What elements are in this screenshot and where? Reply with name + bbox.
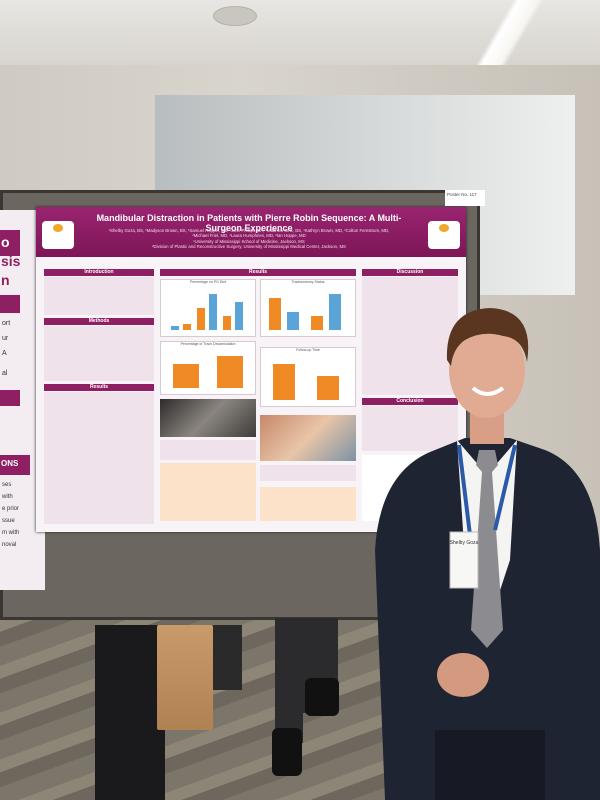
left-poster-text: ssue [2,518,15,524]
poster-header: Mandibular Distraction in Patients with … [36,207,466,257]
left-poster-text: m with [2,530,20,536]
figure-caption [160,440,256,460]
patient-photo [260,415,356,461]
chart-bar [273,364,295,400]
chart-bar [173,364,199,388]
left-poster-text: sis [1,253,21,269]
results-body [44,392,154,524]
chart-bar [235,302,243,330]
chart-bar [209,294,217,330]
poster-number-sign: Poster No. 117 [445,190,485,206]
chart-bar [329,294,341,330]
section-heading-methods: Methods [44,318,154,325]
name-badge [449,531,479,589]
chart-bar [183,324,191,330]
left-poster-text: n [1,272,10,288]
trousers [435,730,545,800]
hair [446,308,529,366]
left-poster-text: al [2,370,8,377]
conclusion-body [362,406,458,451]
authors-line: ¹Shelby Goza, BS, ¹Madyson Brown, BS, ¹S… [108,228,390,233]
ceiling-speaker [213,6,257,26]
chart-po-diet: Percentage on PO Diet [160,279,256,337]
affiliation: ²Division of Plastic and Reconstructive … [152,244,346,250]
chart-title: Follow-up Time [296,348,320,352]
hands [437,653,489,697]
dress-shoe [305,678,339,716]
section-heading-conclusion: Conclusion [362,398,458,405]
chart-bar [217,356,243,388]
left-poster-text: ur [2,335,9,342]
section-heading-results: Results [160,269,356,276]
smile [471,386,505,396]
chart-bar [197,308,205,330]
chart-bar [269,298,281,330]
chart-trach-decannulation: Percentage of Trach Decannulation [160,341,256,395]
bystander-legs [275,618,303,743]
left-poster-text: A [2,350,7,357]
chart-bar [223,316,231,330]
methods-body [44,326,154,381]
chart-follow-up: Follow-up Time [260,347,356,407]
data-table [160,463,256,521]
left-poster-text: ONS [1,459,19,468]
lanyard [457,444,517,536]
data-table [260,487,356,521]
left-poster-text: with [2,494,13,500]
face [449,322,525,418]
chart-bar [287,312,299,330]
chart-trach-status: Tracheostomy Status [260,279,356,337]
bystander-legs [212,625,242,690]
discussion-body [362,277,458,395]
section-heading-discussion: Discussion [362,269,458,276]
ceiling-light [470,0,550,75]
authors-line: ²Michael Friel, MD, ²Laura Humphries, MD… [192,233,306,239]
left-poster-text: noval [2,542,17,548]
chart-title: Percentage of Trach Decannulation [180,342,236,346]
paper-bag [157,625,213,730]
ct-scan-image [160,399,256,437]
section-heading-results-left: Results [44,384,154,391]
bystander-legs [95,625,165,800]
chart-bar [317,376,339,400]
hospital-logo [428,221,460,249]
affiliation: ¹University of Mississippi School of Med… [193,238,305,244]
left-poster-text: ses [2,482,12,488]
presenter: Shelby Goza [375,308,600,800]
chart-bar [311,316,323,330]
hospital-logo [42,221,74,249]
left-poster-text: e prior [2,506,20,512]
left-poster-text: o [1,234,10,250]
poster-authors: ¹Shelby Goza, BS, ¹Madyson Brown, BS, ¹S… [84,228,414,250]
chart-title: Percentage on PO Diet [190,280,226,284]
necktie [471,450,503,648]
figure-caption [260,465,356,481]
introduction-body [44,277,154,315]
section-heading-introduction: Introduction [44,269,154,276]
chart-title: Tracheostomy Status [291,280,325,284]
chart-bar [171,326,179,330]
badge-name: Shelby Goza [450,540,479,546]
dress-shoe [272,728,302,776]
poster-title: Mandibular Distraction in Patients with … [96,213,402,233]
left-poster-text: ort [2,320,11,327]
